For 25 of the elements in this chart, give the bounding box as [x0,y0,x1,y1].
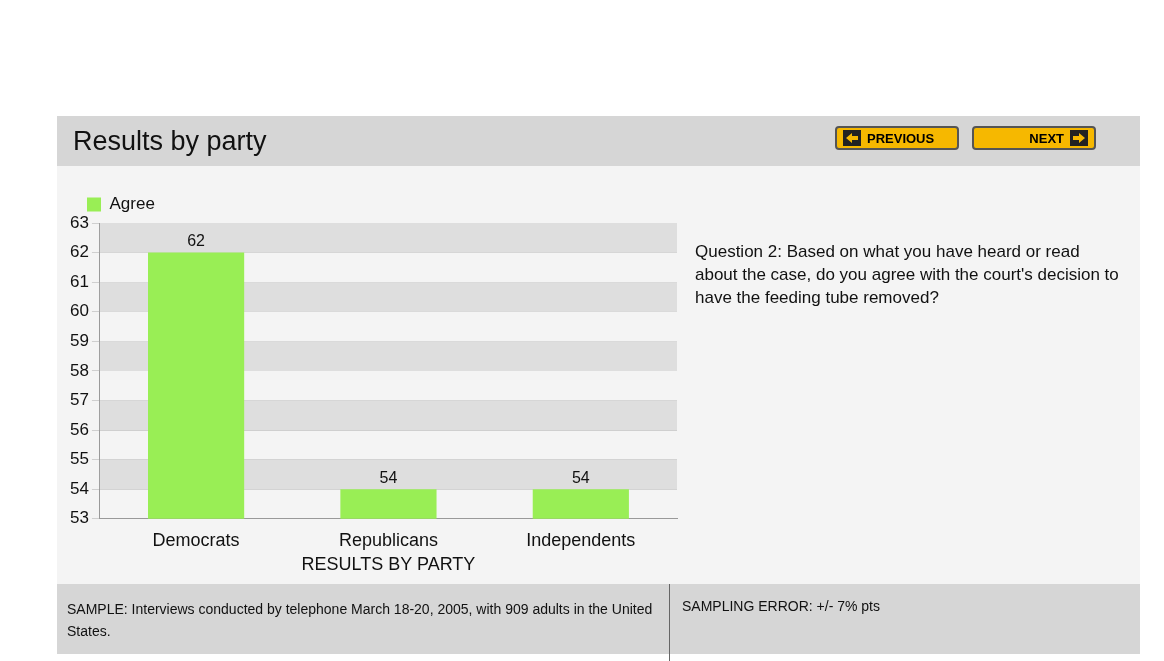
chart-title: Results by party [73,126,267,157]
x-tick-label: Republicans [338,529,438,550]
y-tick-label: 53 [69,508,89,528]
legend-label: Agree [109,194,155,214]
text: PREVIOUS [867,130,935,146]
text: Question 2: Based on what you have heard or read about the case, do you agree with the court's decision to have the feeding tube removed? [695,241,1120,309]
x-tick-label: Democrats [152,529,240,550]
data-label: 54 [379,468,398,486]
y-tick-label: 56 [69,419,89,439]
y-tick-label: 57 [69,390,89,410]
y-tick-label: 61 [69,271,89,291]
y-tick-label: 58 [69,360,89,380]
y-tick-label: 63 [69,212,89,232]
y-tick-label: 62 [69,242,89,262]
data-label: 62 [187,231,206,249]
text: NEXT [1029,130,1064,146]
y-tick-label: 59 [69,331,89,351]
text: SAMPLE: Interviews conducted by telephone March 18-20, 2005, with 909 adults in the United States. [67,600,654,641]
text: SAMPLING ERROR: +/- 7% pts [669,584,892,661]
x-tick-label: Independents [526,529,636,550]
x-axis-title: RESULTS BY PARTY [301,554,476,575]
y-tick-label: 60 [69,301,89,321]
y-tick-label: 55 [69,449,89,469]
data-label: 54 [571,468,590,486]
y-tick-label: 54 [69,478,89,498]
